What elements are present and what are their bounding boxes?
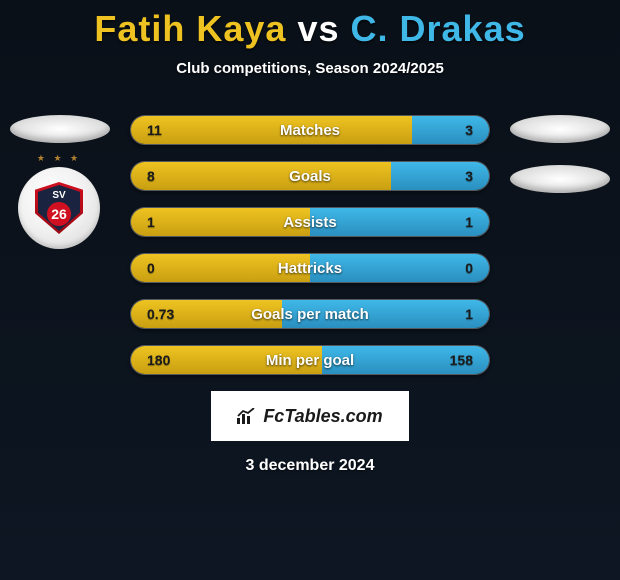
player2-name: C. Drakas — [351, 8, 526, 49]
subtitle: Club competitions, Season 2024/2025 — [0, 60, 620, 77]
badge-text-number: 26 — [47, 202, 71, 226]
stat-left-value: 180 — [131, 346, 322, 374]
stat-right-value: 3 — [412, 116, 489, 144]
player2-photo-placeholder-2 — [510, 165, 610, 193]
stat-bar-row: 00Hattricks — [130, 253, 490, 283]
brand-footer: FcTables.com — [211, 391, 409, 441]
stat-left-value: 8 — [131, 162, 391, 190]
stat-bar-row: 11Assists — [130, 207, 490, 237]
badge-stars: ★ ★ ★ — [18, 153, 100, 164]
comparison-title: Fatih Kaya vs C. Drakas — [0, 0, 620, 50]
stat-left-value: 1 — [131, 208, 310, 236]
stat-right-value: 1 — [310, 208, 489, 236]
chart-area: ★ ★ ★ SV 26 113Matches83Goals11Assists00… — [0, 115, 620, 375]
player2-photo-placeholder-1 — [510, 115, 610, 143]
stat-bar-row: 83Goals — [130, 161, 490, 191]
badge-text-top: SV — [52, 190, 65, 201]
player1-photo-placeholder — [10, 115, 110, 143]
footer-date: 3 december 2024 — [0, 457, 620, 475]
stat-right-value: 158 — [322, 346, 489, 374]
player1-name: Fatih Kaya — [94, 8, 286, 49]
stat-bar-row: 180158Min per goal — [130, 345, 490, 375]
stat-right-value: 3 — [391, 162, 489, 190]
stat-bar-row: 0.731Goals per match — [130, 299, 490, 329]
stat-bars-container: 113Matches 83Goals 11Assists 00Hattricks 0.7… — [130, 115, 490, 375]
stat-right-value: 0 — [310, 254, 489, 282]
club-badge: ★ ★ ★ SV 26 — [18, 167, 100, 249]
stat-left-value: 11 — [131, 116, 412, 144]
vs-text: vs — [297, 8, 339, 49]
badge-shield-icon: SV 26 — [35, 182, 83, 234]
stat-right-value: 1 — [282, 300, 489, 328]
stat-left-value: 0 — [131, 254, 310, 282]
brand-text: FcTables.com — [263, 406, 382, 427]
chart-icon — [237, 408, 257, 424]
stat-bar-row: 113Matches — [130, 115, 490, 145]
stat-left-value: 0.73 — [131, 300, 282, 328]
